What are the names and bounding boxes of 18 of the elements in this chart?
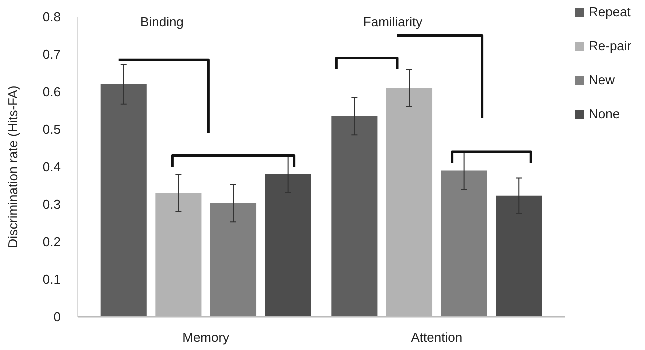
legend-label: New [589,72,616,88]
x-tick-label: Attention [411,330,463,345]
y-tick-label: 0.7 [42,47,61,62]
y-axis-title: Discrimination rate (Hits-FA) [6,86,21,248]
y-tick-label: 0.3 [42,197,61,212]
legend-label: Repeat [589,4,632,20]
legend-label: Re-pair [589,38,632,54]
y-tick-label: 0 [54,310,61,325]
y-tick-label: 0.6 [42,84,61,100]
y-tick-label: 0.1 [42,272,61,288]
y-tick-label: 0.4 [42,160,61,175]
legend-label: None [589,106,620,122]
y-tick-label: 0.2 [42,234,61,250]
annotation: Binding [140,14,184,30]
y-tick-label: 0.8 [42,10,61,25]
y-tick-label: 0.5 [42,122,61,138]
annotation: Familiarity [363,14,424,30]
x-tick-label: Memory [182,330,230,345]
